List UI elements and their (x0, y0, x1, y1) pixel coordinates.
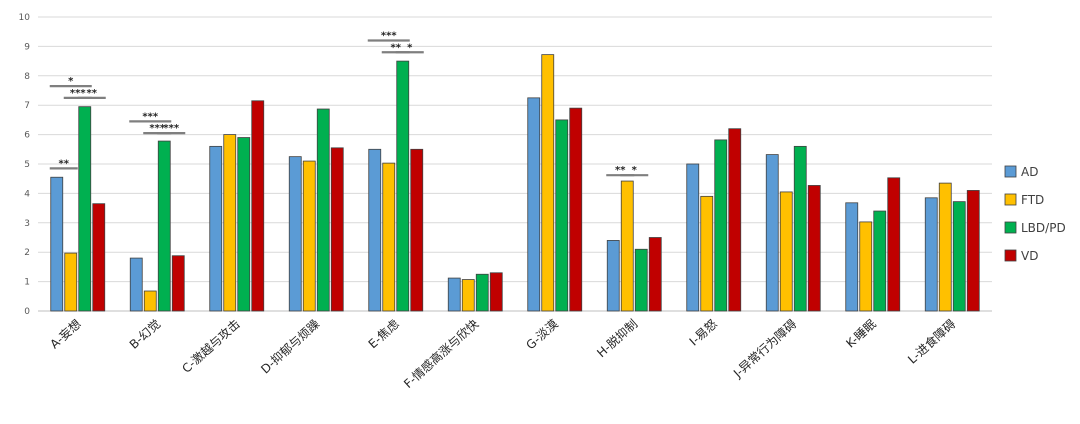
bar-ftd-5 (461, 279, 475, 312)
bar-vd-7 (648, 237, 662, 312)
y-tick-label: 5 (24, 160, 30, 170)
bar-lbd-pd-5 (475, 273, 489, 312)
bar-vd-8 (728, 128, 742, 312)
legend-swatch (1004, 165, 1017, 178)
bar-ad-5 (447, 277, 461, 312)
significance-label: *** (163, 123, 179, 134)
bar-lbd-pd-2 (237, 137, 251, 312)
bar-vd-6 (569, 107, 583, 312)
bar-ad-4 (368, 148, 382, 312)
bar-ad-0 (50, 176, 64, 312)
bar-ad-2 (209, 145, 223, 312)
y-tick-label: 8 (24, 72, 30, 82)
y-tick-label: 2 (24, 248, 30, 258)
bar-vd-3 (330, 147, 344, 312)
bar-ad-1 (129, 257, 143, 312)
bar-lbd-pd-6 (555, 119, 569, 312)
bar-lbd-pd-1 (157, 140, 171, 312)
significance-label: ** (615, 165, 626, 176)
y-tick-label: 3 (24, 219, 30, 229)
legend: AD FTD LBD/PD VD (1004, 165, 1066, 263)
gridlines (38, 16, 992, 312)
bar-lbd-pd-9 (793, 145, 807, 312)
bar-ad-3 (288, 156, 302, 312)
y-tick-label: 9 (24, 42, 30, 52)
bar-ftd-7 (620, 180, 634, 312)
significance-label: *** (149, 123, 165, 134)
legend-swatch (1004, 221, 1017, 234)
bar-vd-5 (489, 272, 503, 312)
significance-label: * (407, 42, 413, 53)
bar-vd-1 (171, 255, 185, 312)
legend-swatch (1004, 193, 1017, 206)
bar-lbd-pd-7 (634, 248, 648, 312)
significance-label: ** (391, 42, 402, 53)
significance-label: *** (70, 88, 86, 99)
legend-label: LBD/PD (1021, 221, 1066, 235)
bar-ad-9 (765, 154, 779, 312)
bar-ftd-10 (859, 221, 873, 312)
y-tick-label: 7 (24, 101, 30, 111)
bar-ad-8 (686, 163, 700, 312)
bar-lbd-pd-3 (316, 108, 330, 312)
bar-ad-6 (527, 97, 541, 312)
bar-lbd-pd-8 (714, 139, 728, 312)
bar-ad-10 (845, 202, 859, 312)
bar-vd-4 (410, 148, 424, 312)
bar-vd-11 (966, 190, 980, 312)
bar-ftd-4 (382, 162, 396, 312)
y-tick-label: 4 (24, 189, 30, 199)
legend-label: AD (1021, 165, 1038, 179)
bar-vd-10 (887, 177, 901, 312)
bar-ad-11 (924, 197, 938, 312)
bar-ftd-6 (541, 54, 555, 312)
legend-swatch (1004, 249, 1017, 262)
bar-lbd-pd-10 (873, 210, 887, 312)
bar-lbd-pd-0 (78, 106, 92, 312)
bar-lbd-pd-4 (396, 60, 410, 312)
significance-label: ** (87, 88, 98, 99)
bars (50, 54, 980, 312)
bar-vd-0 (92, 203, 106, 312)
bar-ftd-8 (700, 195, 714, 312)
bar-ad-7 (606, 240, 620, 312)
bar-ftd-11 (938, 182, 952, 312)
legend-label: FTD (1021, 193, 1044, 207)
bar-ftd-3 (302, 160, 316, 312)
significance-label: ** (59, 158, 70, 169)
y-axis: 0 1 2 3 4 5 6 7 8 9 10 (19, 13, 31, 317)
y-tick-label: 1 (24, 278, 30, 288)
y-tick-label: 6 (24, 131, 30, 141)
bar-ftd-0 (64, 252, 78, 312)
bar-vd-9 (807, 185, 821, 312)
bar-ftd-9 (779, 191, 793, 312)
y-tick-label: 10 (19, 13, 31, 23)
bar-lbd-pd-11 (952, 201, 966, 312)
significance-label: *** (142, 111, 158, 122)
legend-label: VD (1021, 249, 1038, 263)
y-tick-label: 0 (24, 307, 30, 317)
bar-vd-2 (251, 100, 265, 312)
bar-ftd-1 (143, 290, 157, 312)
significance-label: *** (381, 31, 397, 42)
significance-annotations: ************************* * (49, 31, 649, 177)
significance-label: * (68, 76, 74, 87)
bar-ftd-2 (223, 134, 237, 312)
significance-label: * (632, 165, 638, 176)
